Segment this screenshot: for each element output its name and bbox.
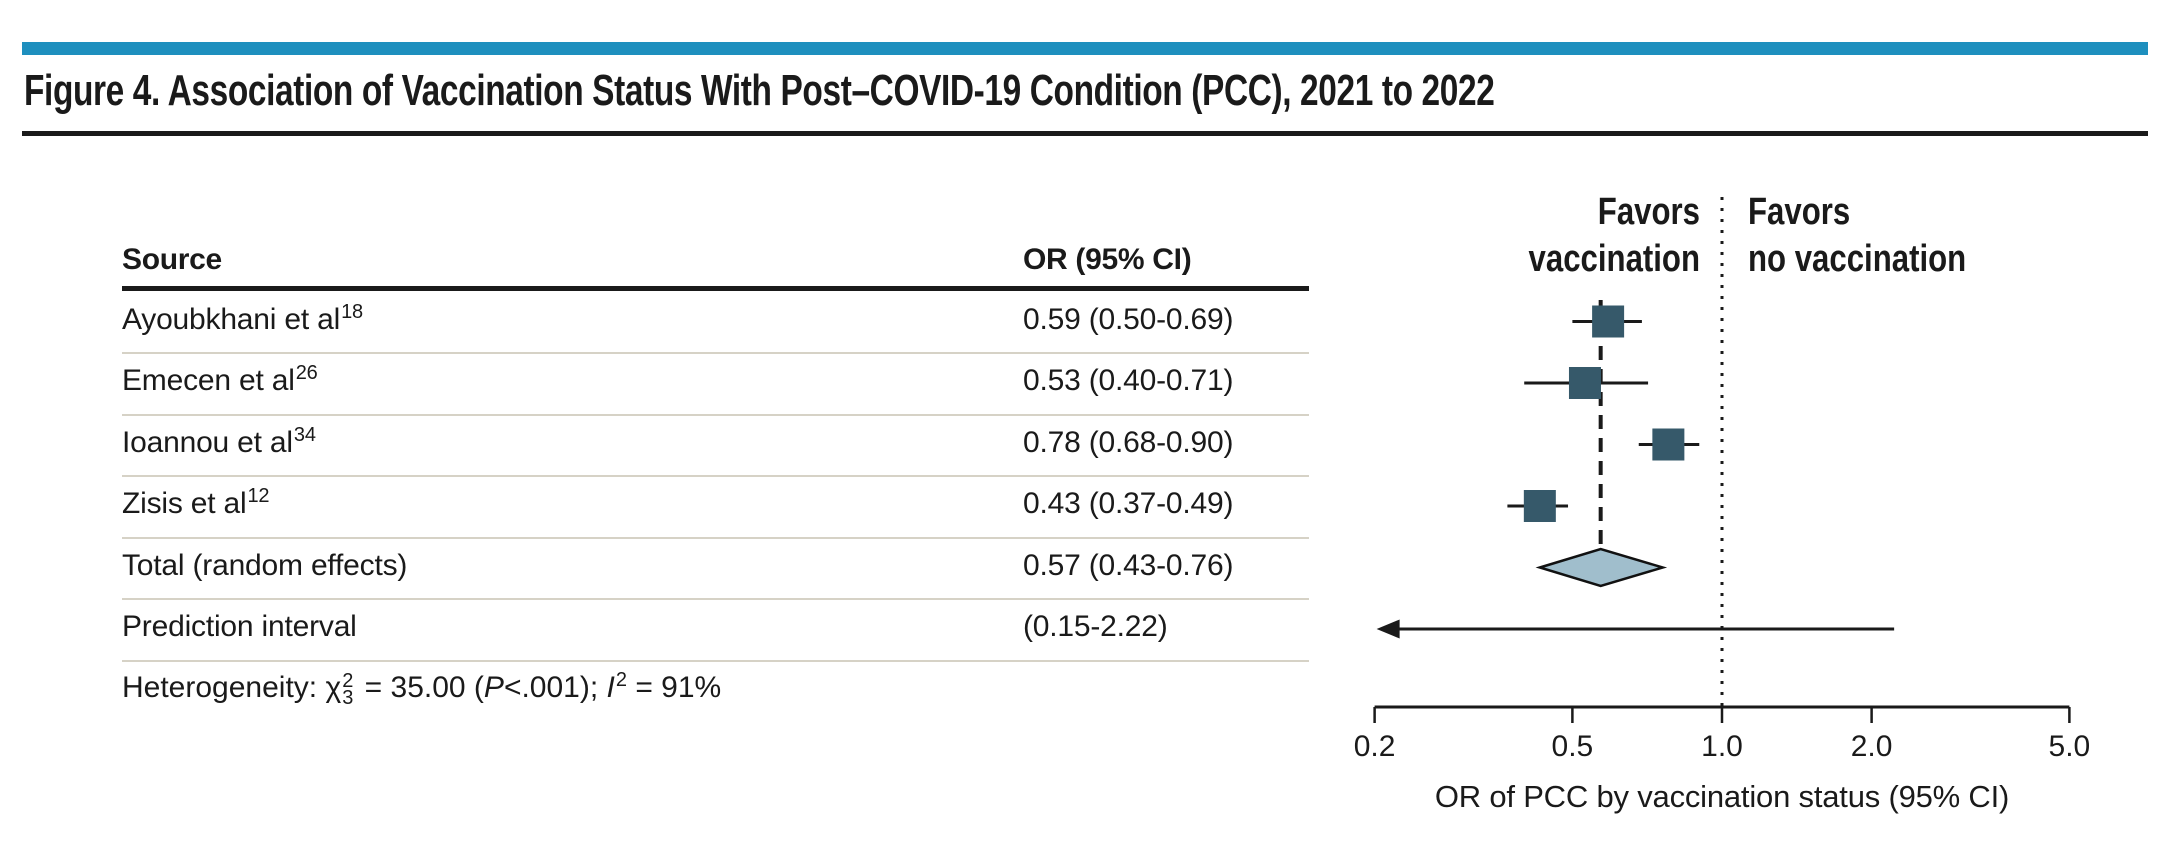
- reference-superscript: 26: [295, 362, 318, 384]
- study-point-square: [1652, 428, 1685, 461]
- table-header-rule: [122, 286, 1309, 291]
- axis-tick-label: 0.5: [1551, 730, 1594, 763]
- p-value: <.001);: [503, 671, 607, 704]
- chi-symbol: χ: [325, 671, 342, 704]
- i-squared-label: I: [606, 671, 615, 704]
- table-row-or-ci: 0.59 (0.50-0.69): [1023, 302, 1234, 336]
- table-row-or-ci: 0.57 (0.43-0.76): [1023, 548, 1234, 582]
- row-separator: [122, 659, 1309, 662]
- favors-left-line1: Favors: [1597, 191, 1700, 233]
- table-row-or-ci: 0.43 (0.37-0.49): [1023, 487, 1234, 520]
- axis-tick-label: 2.0: [1850, 730, 1893, 763]
- table-row-or-ci: (0.15-2.22): [1023, 610, 1168, 643]
- reference-superscript: 34: [293, 423, 316, 446]
- table-row-source: Ioannou et al34: [122, 423, 316, 459]
- axis-tick-label: 1.0: [1701, 730, 1743, 763]
- chi-subscript: 3: [342, 687, 354, 709]
- p-label: P: [483, 671, 504, 704]
- chi-superscript: 2: [342, 670, 354, 692]
- axis-caption: OR of PCC by vaccination status (95% CI): [1434, 779, 2010, 814]
- column-header-source: Source: [122, 243, 222, 276]
- i-squared-sup: 2: [615, 669, 627, 691]
- table-row-source: Zisis et al12: [122, 485, 270, 520]
- row-separator: [122, 536, 1309, 539]
- study-point-square: [1568, 367, 1601, 399]
- table-row-source: Emecen et al26: [122, 362, 318, 397]
- reference-superscript: 18: [341, 300, 363, 323]
- table-row-or-ci: 0.53 (0.40-0.71): [1023, 364, 1234, 397]
- i-squared-value: = 91%: [626, 671, 722, 704]
- prediction-interval-arrowhead: [1376, 619, 1400, 639]
- favors-left-line2: vaccination: [1528, 238, 1700, 280]
- table-row-source: Ayoubkhani et al18: [122, 300, 363, 336]
- row-separator: [122, 598, 1309, 600]
- table-row-source: Prediction interval: [122, 610, 357, 643]
- favors-vaccination-label: Favors vaccination: [1454, 189, 1700, 283]
- table-row-or-ci: 0.78 (0.68-0.90): [1023, 425, 1234, 459]
- reference-superscript: 12: [247, 485, 270, 507]
- favors-no-vaccination-label: Favors no vaccination: [1748, 189, 1966, 283]
- accent-bar: [22, 42, 2148, 55]
- figure-title: Figure 4. Association of Vaccination Sta…: [24, 66, 1495, 115]
- total-diamond: [1535, 547, 1668, 588]
- title-rule: [22, 131, 2148, 136]
- chi-value: = 35.00 (: [356, 671, 484, 704]
- study-point-square: [1592, 305, 1625, 338]
- table-row-source: Total (random effects): [122, 548, 408, 582]
- row-separator: [122, 352, 1309, 354]
- favors-right-line1: Favors: [1748, 191, 1851, 233]
- row-separator: [122, 413, 1309, 416]
- heterogeneity-prefix: Heterogeneity:: [122, 671, 326, 704]
- study-point-square: [1523, 490, 1556, 522]
- axis-tick-label: 0.2: [1353, 730, 1396, 763]
- axis-tick-label: 5.0: [2048, 730, 2091, 763]
- row-separator: [122, 475, 1309, 477]
- favors-right-line2: no vaccination: [1748, 238, 1967, 280]
- column-header-or: OR (95% CI): [1023, 243, 1192, 276]
